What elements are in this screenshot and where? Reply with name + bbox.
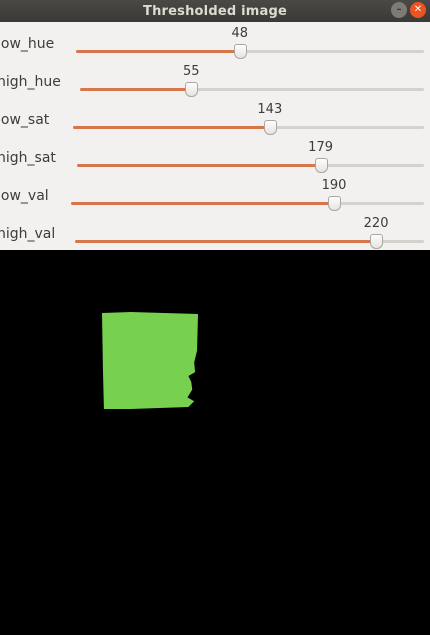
slider-value: 179	[308, 140, 334, 155]
slider-fill	[76, 50, 240, 53]
slider-fill	[71, 202, 335, 205]
slider-track[interactable]	[76, 50, 424, 53]
slider-track[interactable]	[73, 126, 424, 129]
slider-thumb[interactable]	[314, 158, 328, 173]
slider-thumb[interactable]	[328, 196, 342, 211]
slider-row-high-sat: high_sat 179	[0, 140, 430, 178]
slider-row-low-hue: low_hue 48	[0, 26, 430, 64]
window-titlebar[interactable]: Thresholded image – ✕	[0, 0, 430, 22]
slider-fill	[80, 88, 192, 91]
slider-value: 190	[321, 178, 347, 193]
slider-track[interactable]	[80, 88, 424, 91]
slider-value: 48	[231, 26, 249, 41]
close-icon: ✕	[413, 4, 423, 15]
slider-label: low_val	[0, 188, 49, 204]
slider-thumb[interactable]	[185, 82, 199, 97]
slider-value: 143	[257, 102, 283, 117]
thresholded-image	[0, 250, 430, 635]
trackbar-panel: low_hue 48 high_hue 55 low_sat 143 high_…	[0, 22, 430, 250]
slider-fill	[77, 164, 321, 167]
slider-label: low_sat	[0, 112, 50, 128]
slider-label: low_hue	[0, 36, 55, 52]
slider-track[interactable]	[71, 202, 424, 205]
slider-row-high-hue: high_hue 55	[0, 64, 430, 102]
slider-thumb[interactable]	[233, 44, 247, 59]
slider-label: high_sat	[0, 150, 56, 166]
minimize-icon: –	[396, 4, 402, 15]
slider-row-low-sat: low_sat 143	[0, 102, 430, 140]
window-title: Thresholded image	[143, 3, 287, 19]
slider-fill	[73, 126, 270, 129]
slider-row-low-val: low_val 190	[0, 178, 430, 216]
slider-track[interactable]	[77, 164, 424, 167]
mask-region	[102, 312, 198, 409]
slider-fill	[75, 240, 377, 243]
slider-value: 220	[363, 216, 389, 231]
minimize-button[interactable]: –	[391, 2, 407, 18]
slider-thumb[interactable]	[263, 120, 277, 135]
slider-track[interactable]	[75, 240, 424, 243]
slider-thumb[interactable]	[370, 234, 384, 249]
slider-row-high-val: high_val 220	[0, 216, 430, 254]
slider-value: 55	[183, 64, 200, 79]
slider-label: high_val	[0, 226, 56, 242]
close-button[interactable]: ✕	[410, 2, 426, 18]
slider-label: high_hue	[0, 74, 61, 90]
